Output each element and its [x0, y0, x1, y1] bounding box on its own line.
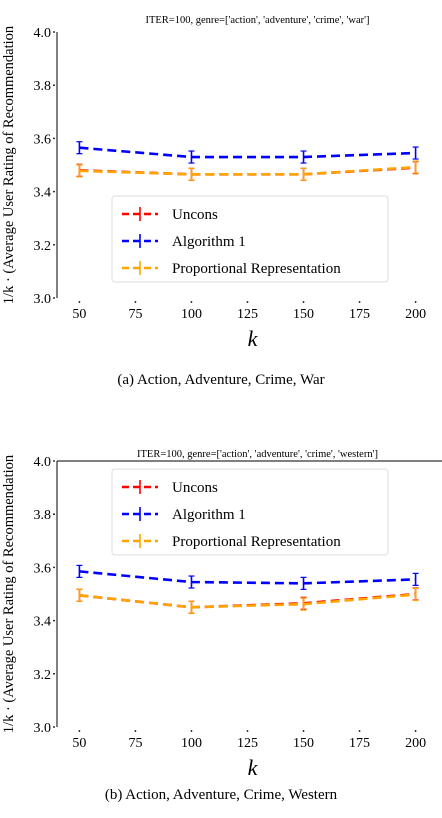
- y-tick-mark: [53, 243, 55, 246]
- x-axis-label: k: [248, 755, 259, 780]
- y-tick-mark: [53, 566, 55, 569]
- chart-title: ITER=100, genre=['action', 'adventure', …: [145, 15, 369, 26]
- y-tick-label: 3.4: [34, 186, 52, 201]
- y-tick-label: 3.2: [34, 239, 52, 254]
- chart-a: ITER=100, genre=['action', 'adventure', …: [1, 15, 426, 351]
- x-tick-label: 125: [237, 736, 258, 751]
- y-axis-label-group: 1/k · (Average User Rating of Recommenda…: [1, 454, 17, 733]
- x-tick-label: 150: [293, 307, 314, 322]
- y-tick-mark: [53, 672, 55, 675]
- x-tick-label: 75: [128, 736, 142, 751]
- y-tick-label: 3.2: [34, 668, 52, 683]
- legend-box: [111, 468, 389, 556]
- legend-label: Algorithm 1: [172, 507, 246, 523]
- x-tick-mark: [78, 301, 81, 303]
- x-tick-mark: [134, 301, 137, 303]
- y-tick-mark: [53, 84, 55, 87]
- x-tick-mark: [246, 730, 249, 732]
- legend-label: Algorithm 1: [172, 234, 246, 250]
- series-line-2: [79, 146, 416, 159]
- y-tick-mark: [53, 31, 55, 33]
- caption-a: (a) Action, Adventure, Crime, War: [117, 372, 325, 388]
- x-tick-mark: [78, 730, 81, 732]
- y-tick-mark: [53, 137, 55, 140]
- legend-label: Uncons: [172, 480, 218, 496]
- x-tick-label: 50: [72, 736, 86, 751]
- y-tick-label: 4.0: [34, 26, 52, 41]
- y-tick-label: 4.0: [34, 455, 52, 470]
- x-tick-label: 150: [293, 736, 314, 751]
- x-tick-mark: [134, 730, 137, 732]
- y-axis-label: 1/k · (Average User Rating of Recommenda…: [1, 25, 17, 304]
- x-tick-label: 175: [349, 736, 370, 751]
- x-tick-mark: [190, 301, 193, 303]
- y-axis-label: 1/k · (Average User Rating of Recommenda…: [1, 454, 17, 733]
- y-tick-label: 3.6: [34, 561, 52, 576]
- series-line-3: [79, 593, 416, 609]
- y-tick-mark: [53, 726, 55, 728]
- x-axis-label: k: [248, 326, 259, 351]
- x-tick-mark: [302, 730, 305, 732]
- y-tick-label: 3.0: [34, 721, 52, 736]
- x-tick-label: 175: [349, 307, 370, 322]
- legend-label: Proportional Representation: [172, 534, 341, 550]
- y-tick-mark: [53, 297, 55, 299]
- chart-b: ITER=100, genre=['action', 'adventure', …: [1, 449, 442, 780]
- y-tick-mark: [53, 619, 55, 622]
- x-tick-mark: [414, 301, 417, 303]
- y-tick-label: 3.8: [34, 79, 52, 94]
- caption-b: (b) Action, Adventure, Crime, Western: [104, 787, 338, 803]
- x-tick-mark: [246, 301, 249, 303]
- x-tick-mark: [190, 730, 193, 732]
- y-tick-mark: [53, 460, 55, 462]
- x-tick-mark: [358, 301, 361, 303]
- figure-a: ITER=100, genre=['action', 'adventure', …: [0, 0, 442, 405]
- x-tick-mark: [358, 730, 361, 732]
- figure-b: ITER=100, genre=['action', 'adventure', …: [0, 405, 442, 818]
- series-line-2: [79, 570, 416, 585]
- series-line-3: [79, 165, 416, 176]
- x-tick-label: 100: [181, 307, 202, 322]
- x-tick-label: 75: [128, 307, 142, 322]
- legend-box: [111, 195, 389, 283]
- legend-label: Proportional Representation: [172, 261, 341, 277]
- y-tick-label: 3.8: [34, 508, 52, 523]
- y-tick-mark: [53, 513, 55, 516]
- y-tick-label: 3.6: [34, 132, 52, 147]
- x-tick-label: 50: [72, 307, 86, 322]
- y-tick-label: 3.4: [34, 615, 52, 630]
- y-tick-mark: [53, 190, 55, 193]
- legend-label: Uncons: [172, 207, 218, 223]
- x-tick-label: 200: [405, 307, 426, 322]
- y-tick-label: 3.0: [34, 292, 52, 307]
- x-tick-label: 100: [181, 736, 202, 751]
- x-tick-mark: [302, 301, 305, 303]
- x-tick-label: 125: [237, 307, 258, 322]
- chart-title: ITER=100, genre=['action', 'adventure', …: [137, 449, 378, 460]
- x-tick-mark: [414, 730, 417, 732]
- y-axis-label-group: 1/k · (Average User Rating of Recommenda…: [1, 25, 17, 304]
- x-tick-label: 200: [405, 736, 426, 751]
